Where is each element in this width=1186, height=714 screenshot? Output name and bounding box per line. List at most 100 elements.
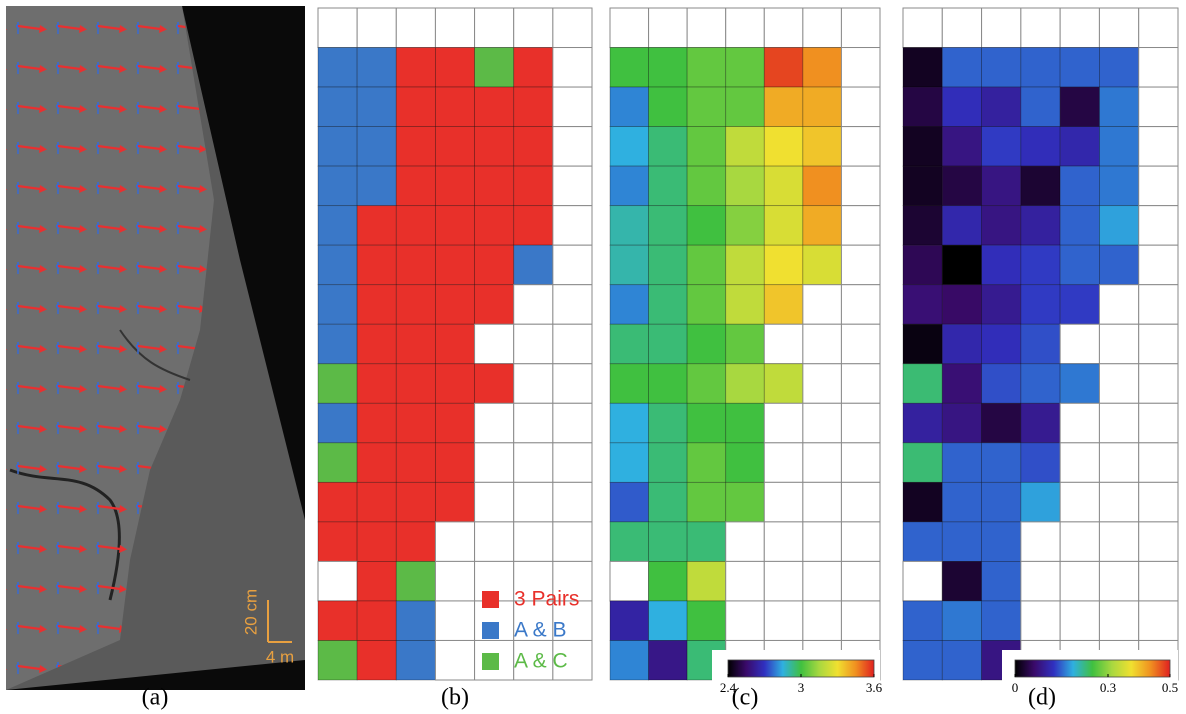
empty-cell <box>841 482 880 522</box>
empty-cell <box>1139 48 1178 88</box>
empty-cell <box>1139 443 1178 483</box>
empty-cell <box>514 443 553 483</box>
empty-cell <box>396 8 435 48</box>
empty-cell <box>803 364 842 404</box>
empty-cell <box>1139 285 1178 325</box>
cell <box>435 482 474 522</box>
panel-label: (d) <box>1028 685 1056 711</box>
figure: 20 cm 4 m (a) 3 PairsA & BA & C(b)2.433.… <box>0 0 1186 714</box>
cell <box>726 285 765 325</box>
cell <box>649 127 688 167</box>
empty-cell <box>553 87 592 127</box>
cell <box>903 403 942 443</box>
cell <box>396 206 435 246</box>
cell <box>435 403 474 443</box>
cell <box>1021 245 1060 285</box>
cell <box>396 640 435 680</box>
empty-cell <box>1060 601 1099 641</box>
empty-cell <box>553 166 592 206</box>
cell <box>903 245 942 285</box>
cell <box>649 87 688 127</box>
cell <box>942 285 981 325</box>
cell <box>982 403 1021 443</box>
empty-cell <box>1139 601 1178 641</box>
empty-cell <box>803 561 842 601</box>
empty-cell <box>1099 443 1138 483</box>
cell <box>764 206 803 246</box>
cell <box>982 285 1021 325</box>
cell <box>649 364 688 404</box>
cell <box>726 443 765 483</box>
empty-cell <box>764 561 803 601</box>
cell <box>687 522 726 562</box>
empty-cell <box>1139 245 1178 285</box>
empty-cell <box>803 522 842 562</box>
empty-cell <box>841 561 880 601</box>
cell <box>726 206 765 246</box>
legend-swatch <box>482 591 499 608</box>
empty-cell <box>1139 166 1178 206</box>
cell <box>1021 482 1060 522</box>
cell <box>903 482 942 522</box>
empty-cell <box>803 8 842 48</box>
empty-cell <box>841 87 880 127</box>
empty-cell <box>1060 522 1099 562</box>
empty-cell <box>514 403 553 443</box>
colorbar-tick-label: 0.5 <box>1162 680 1178 695</box>
cell <box>1021 285 1060 325</box>
empty-cell <box>764 482 803 522</box>
cell <box>903 364 942 404</box>
cell <box>1060 87 1099 127</box>
empty-cell <box>610 561 649 601</box>
cell <box>514 48 553 88</box>
legend-label: A & C <box>514 650 568 673</box>
cell <box>649 48 688 88</box>
empty-cell <box>475 324 514 364</box>
empty-cell <box>764 8 803 48</box>
empty-cell <box>903 561 942 601</box>
cell <box>610 87 649 127</box>
empty-cell <box>1099 285 1138 325</box>
cell <box>610 482 649 522</box>
cell <box>1060 206 1099 246</box>
empty-cell <box>841 522 880 562</box>
cell <box>687 482 726 522</box>
cell <box>1021 206 1060 246</box>
cell <box>982 561 1021 601</box>
cell <box>903 285 942 325</box>
empty-cell <box>475 522 514 562</box>
cell <box>396 87 435 127</box>
empty-cell <box>764 443 803 483</box>
legend-label: 3 Pairs <box>514 588 579 611</box>
cell <box>687 285 726 325</box>
cell <box>396 482 435 522</box>
empty-cell <box>475 482 514 522</box>
cell <box>1060 364 1099 404</box>
cell <box>1060 166 1099 206</box>
cell <box>649 640 688 680</box>
empty-cell <box>841 285 880 325</box>
cell <box>687 601 726 641</box>
empty-cell <box>1139 403 1178 443</box>
page: {"panel_a": {"label": "(a)", "scale_y": … <box>0 0 1186 714</box>
cell <box>942 87 981 127</box>
cell <box>357 166 396 206</box>
empty-cell <box>514 324 553 364</box>
cell <box>1021 166 1060 206</box>
cell <box>1021 443 1060 483</box>
empty-cell <box>841 127 880 167</box>
cell <box>475 127 514 167</box>
empty-cell <box>553 324 592 364</box>
cell <box>435 166 474 206</box>
empty-cell <box>841 245 880 285</box>
empty-cell <box>803 482 842 522</box>
cell <box>610 403 649 443</box>
cell <box>903 166 942 206</box>
cell <box>803 87 842 127</box>
empty-cell <box>764 601 803 641</box>
cell <box>610 127 649 167</box>
cell <box>649 601 688 641</box>
cell <box>357 443 396 483</box>
empty-cell <box>553 364 592 404</box>
empty-cell <box>726 8 765 48</box>
